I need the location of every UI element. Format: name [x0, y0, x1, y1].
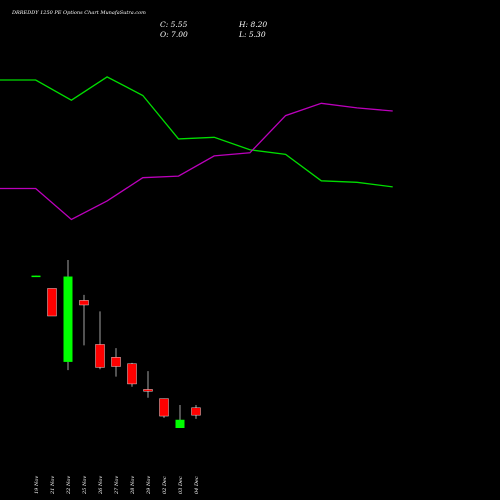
x-tick-label: 29 Nov — [146, 476, 152, 495]
candle-body — [95, 344, 105, 368]
x-tick-label: 04 Dec — [194, 476, 200, 494]
candle-body — [63, 276, 73, 362]
close-value: C: 5.55 — [160, 20, 188, 29]
candle-body — [175, 419, 185, 428]
x-tick-label: 03 Dec — [178, 476, 184, 494]
x-tick-label: 19 Nov — [34, 476, 40, 494]
chart-title: DRREDDY 1250 PE Options Chart MunafaSutr… — [12, 10, 146, 16]
candle-body — [79, 300, 89, 306]
candle-body — [159, 398, 169, 417]
candle-body — [127, 363, 137, 385]
purple-indicator-line — [0, 102, 393, 221]
x-tick-label: 25 Nov — [82, 476, 88, 495]
candle-body — [47, 288, 57, 317]
candle-body — [191, 407, 201, 416]
open-value: O: 7.00 — [160, 30, 188, 39]
low-value: L: 5.30 — [239, 30, 266, 39]
candle-body — [31, 275, 41, 278]
x-tick-label: 21 Nov — [50, 476, 56, 495]
x-tick-label: 27 Nov — [114, 476, 120, 495]
x-tick-label: 28 Nov — [130, 476, 136, 495]
candle-body — [111, 357, 121, 367]
high-value: H: 8.20 — [239, 20, 268, 29]
x-tick-label: 22 Nov — [66, 476, 72, 495]
candle-body — [143, 389, 153, 392]
green-indicator-line — [0, 76, 393, 188]
x-tick-label: 02 Dec — [162, 476, 168, 494]
x-tick-label: 26 Nov — [98, 476, 104, 495]
